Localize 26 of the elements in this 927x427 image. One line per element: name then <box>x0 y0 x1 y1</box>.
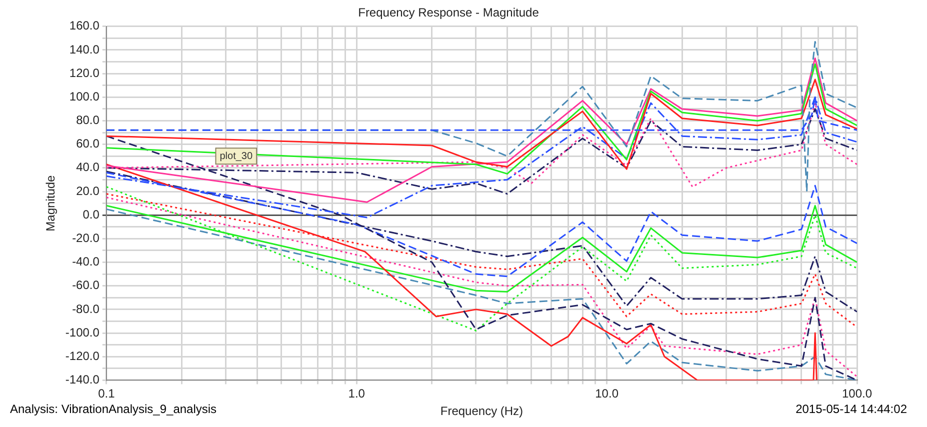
y-tick-label: -80.0 <box>72 302 100 316</box>
y-tick-label: -60.0 <box>72 278 100 292</box>
y-tick-label: 60.0 <box>76 136 100 151</box>
y-tick-label: 160.0 <box>69 18 100 33</box>
y-tick-label: 20.0 <box>76 184 100 198</box>
y-tick-label: -140.0 <box>65 372 100 387</box>
x-tick-label: 0.1 <box>98 386 116 401</box>
text: Analysis: VibrationAnalysis_9_analysis <box>10 402 217 416</box>
y-tick-label: -120.0 <box>65 348 100 363</box>
y-tick-label: 80.0 <box>76 113 100 128</box>
x-tick-label: 100.0 <box>842 386 872 401</box>
chart-title: Frequency Response - Magnitude <box>358 6 540 20</box>
y-tick-label: 0.0 <box>82 207 100 222</box>
y-tick-label: 140.0 <box>69 42 100 56</box>
y-tick-label: 40.0 <box>76 160 100 174</box>
x-axis-title: Frequency (Hz) <box>440 404 524 418</box>
x-tick-label: 10.0 <box>595 386 619 401</box>
y-tick-label: 100.0 <box>69 89 100 104</box>
y-axis-title: Magnitude <box>44 174 58 232</box>
x-tick-label: 1.0 <box>348 386 366 401</box>
y-tick-label: -40.0 <box>72 254 100 269</box>
y-tick-label: -20.0 <box>72 230 100 245</box>
text: 2015-05-14 14:44:02 <box>796 402 907 416</box>
y-tick-label: 120.0 <box>69 66 100 80</box>
y-tick-label: -100.0 <box>65 325 100 340</box>
annotation: plot_30 <box>220 150 253 162</box>
